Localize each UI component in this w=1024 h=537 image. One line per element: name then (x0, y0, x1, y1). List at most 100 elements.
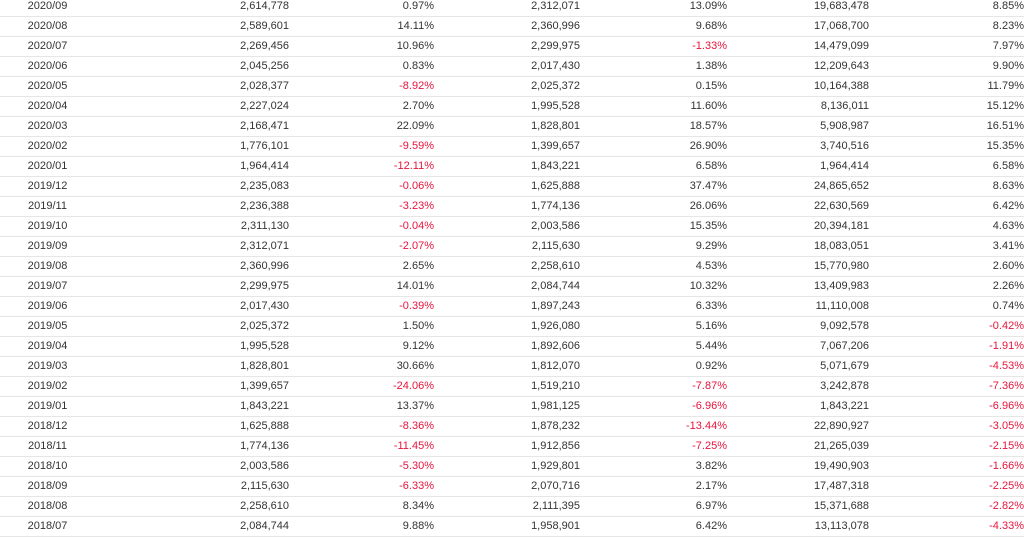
month-cell: 2020/09 (0, 0, 95, 17)
cumulative-cell: 15,371,688 (727, 496, 869, 517)
cumulative-cell: 22,630,569 (727, 196, 869, 217)
change-cell: 9.88% (289, 516, 434, 537)
change-cell: -0.39% (289, 296, 434, 317)
compare-change-cell: -7.87% (580, 376, 727, 397)
cumulative-change-cell: 2.60% (869, 256, 1024, 277)
cumulative-change-cell: -1.91% (869, 336, 1024, 357)
compare-change-cell: 6.97% (580, 496, 727, 517)
change-cell: 22.09% (289, 116, 434, 137)
table-row: 2020/08 2,589,601 14.11% 2,360,996 9.68% 17,0… (0, 16, 1024, 37)
cumulative-cell: 8,136,011 (727, 96, 869, 117)
table-row: 2019/01 1,843,221 13.37% 1,981,125 -6.96% 1,8… (0, 396, 1024, 417)
compare-value-cell: 1,995,528 (434, 96, 580, 117)
compare-change-cell: -6.96% (580, 396, 727, 417)
table-row: 2018/10 2,003,586 -5.30% 1,929,801 3.82% 19,4… (0, 456, 1024, 477)
cumulative-cell: 3,242,878 (727, 376, 869, 397)
table-row: 2019/06 2,017,430 -0.39% 1,897,243 6.33% 11,1… (0, 296, 1024, 317)
change-cell: -12.11% (289, 156, 434, 177)
month-cell: 2020/05 (0, 76, 95, 97)
month-cell: 2019/06 (0, 296, 95, 317)
change-cell: -11.45% (289, 436, 434, 457)
value-cell: 2,311,130 (95, 216, 289, 237)
compare-change-cell: 0.92% (580, 356, 727, 377)
month-cell: 2018/12 (0, 416, 95, 437)
month-cell: 2020/07 (0, 36, 95, 57)
change-cell: -5.30% (289, 456, 434, 477)
table-row: 2019/03 1,828,801 30.66% 1,812,070 0.92% 5,07… (0, 356, 1024, 377)
change-cell: -3.23% (289, 196, 434, 217)
cumulative-change-cell: 7.97% (869, 36, 1024, 57)
month-cell: 2019/02 (0, 376, 95, 397)
value-cell: 2,360,996 (95, 256, 289, 277)
table-row: 2020/09 2,614,778 0.97% 2,312,071 13.09% 19,6… (0, 0, 1024, 17)
month-cell: 2019/07 (0, 276, 95, 297)
change-cell: 14.11% (289, 16, 434, 37)
value-cell: 2,003,586 (95, 456, 289, 477)
cumulative-cell: 3,740,516 (727, 136, 869, 157)
cumulative-change-cell: -3.05% (869, 416, 1024, 437)
compare-change-cell: 2.17% (580, 476, 727, 497)
month-cell: 2020/04 (0, 96, 95, 117)
month-cell: 2019/01 (0, 396, 95, 417)
compare-value-cell: 2,312,071 (434, 0, 580, 17)
table-row: 2018/08 2,258,610 8.34% 2,111,395 6.97% 15,37… (0, 496, 1024, 517)
value-cell: 2,589,601 (95, 16, 289, 37)
compare-value-cell: 2,258,610 (434, 256, 580, 277)
change-cell: 10.96% (289, 36, 434, 57)
compare-change-cell: 6.58% (580, 156, 727, 177)
cumulative-cell: 24,865,652 (727, 176, 869, 197)
table-row: 2020/01 1,964,414 -12.11% 1,843,221 6.58% 1,9… (0, 156, 1024, 177)
compare-value-cell: 1,897,243 (434, 296, 580, 317)
cumulative-change-cell: 6.58% (869, 156, 1024, 177)
cumulative-change-cell: -4.53% (869, 356, 1024, 377)
change-cell: -8.92% (289, 76, 434, 97)
cumulative-cell: 7,067,206 (727, 336, 869, 357)
month-cell: 2018/07 (0, 516, 95, 537)
compare-change-cell: 9.29% (580, 236, 727, 257)
change-cell: 2.65% (289, 256, 434, 277)
change-cell: 9.12% (289, 336, 434, 357)
cumulative-change-cell: 9.90% (869, 56, 1024, 77)
compare-value-cell: 2,299,975 (434, 36, 580, 57)
cumulative-change-cell: 3.41% (869, 236, 1024, 257)
value-cell: 2,227,024 (95, 96, 289, 117)
cumulative-cell: 11,110,008 (727, 296, 869, 317)
change-cell: -24.06% (289, 376, 434, 397)
compare-change-cell: 26.90% (580, 136, 727, 157)
compare-value-cell: 1,828,801 (434, 116, 580, 137)
compare-change-cell: 37.47% (580, 176, 727, 197)
change-cell: 30.66% (289, 356, 434, 377)
value-cell: 2,017,430 (95, 296, 289, 317)
month-cell: 2019/04 (0, 336, 95, 357)
table-row: 2019/10 2,311,130 -0.04% 2,003,586 15.35% 20,… (0, 216, 1024, 237)
cumulative-cell: 19,683,478 (727, 0, 869, 17)
cumulative-change-cell: -2.82% (869, 496, 1024, 517)
cumulative-change-cell: 8.85% (869, 0, 1024, 17)
table-row: 2019/08 2,360,996 2.65% 2,258,610 4.53% 15,77… (0, 256, 1024, 277)
compare-change-cell: 11.60% (580, 96, 727, 117)
compare-value-cell: 1,625,888 (434, 176, 580, 197)
cumulative-cell: 1,964,414 (727, 156, 869, 177)
compare-change-cell: 5.16% (580, 316, 727, 337)
compare-value-cell: 2,025,372 (434, 76, 580, 97)
table-row: 2020/03 2,168,471 22.09% 1,828,801 18.57% 5,9… (0, 116, 1024, 137)
value-cell: 2,614,778 (95, 0, 289, 17)
cumulative-cell: 9,092,578 (727, 316, 869, 337)
change-cell: 14.01% (289, 276, 434, 297)
cumulative-cell: 13,409,983 (727, 276, 869, 297)
month-cell: 2020/08 (0, 16, 95, 37)
table-row: 2018/07 2,084,744 9.88% 1,958,901 6.42% 13,11… (0, 516, 1024, 537)
cumulative-cell: 15,770,980 (727, 256, 869, 277)
table-row: 2018/12 1,625,888 -8.36% 1,878,232 -13.44% 22… (0, 416, 1024, 437)
cumulative-change-cell: -6.96% (869, 396, 1024, 417)
table-row: 2019/11 2,236,388 -3.23% 1,774,136 26.06% 22,… (0, 196, 1024, 217)
month-cell: 2020/01 (0, 156, 95, 177)
cumulative-cell: 12,209,643 (727, 56, 869, 77)
month-cell: 2019/10 (0, 216, 95, 237)
cumulative-change-cell: 15.35% (869, 136, 1024, 157)
cumulative-change-cell: -0.42% (869, 316, 1024, 337)
value-cell: 2,258,610 (95, 496, 289, 517)
month-cell: 2019/03 (0, 356, 95, 377)
